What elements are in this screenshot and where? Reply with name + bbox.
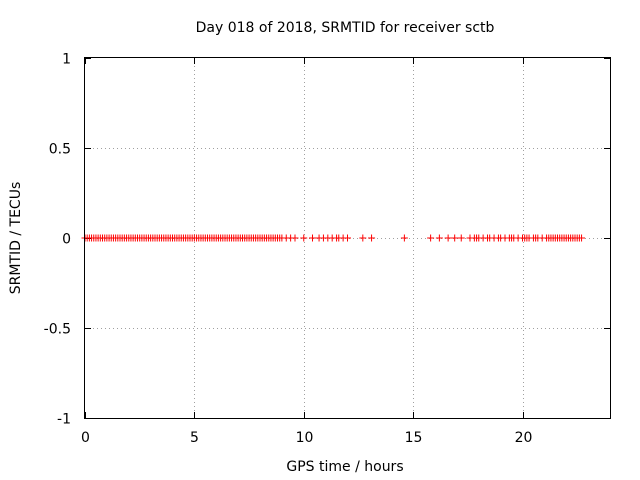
data-point (435, 234, 443, 242)
x-tick-label: 0 (81, 430, 90, 446)
x-axis-label: GPS time / hours (286, 459, 403, 475)
y-tick-label: 0.5 (49, 142, 71, 158)
data-point (578, 234, 586, 242)
y-axis-label: SRMTID / TECUs (8, 182, 24, 295)
labels-layer: 0 5 10 15 20 -1 -0.5 0 0.5 1 (44, 52, 533, 447)
data-point (300, 234, 308, 242)
y-tick-label: -1 (57, 412, 71, 428)
data-point (291, 234, 299, 242)
data-point (451, 234, 459, 242)
points-layer (81, 234, 586, 242)
data-point (444, 234, 452, 242)
data-point (368, 234, 376, 242)
data-point (457, 234, 465, 242)
y-tick-label: -0.5 (44, 322, 71, 338)
data-point (309, 234, 316, 242)
data-point (344, 234, 351, 242)
x-tick-label: 5 (190, 430, 199, 446)
data-point (427, 234, 435, 242)
x-tick-label: 15 (405, 430, 423, 446)
y-tick-label: 1 (62, 52, 71, 68)
plot-frame (84, 57, 611, 419)
x-tick-label: 10 (296, 430, 314, 446)
data-point (400, 234, 408, 242)
data-point (359, 234, 367, 242)
y-tick-label: 0 (62, 232, 71, 248)
chart-title: Day 018 of 2018, SRMTID for receiver sct… (196, 20, 495, 36)
x-tick-label: 20 (515, 430, 533, 446)
